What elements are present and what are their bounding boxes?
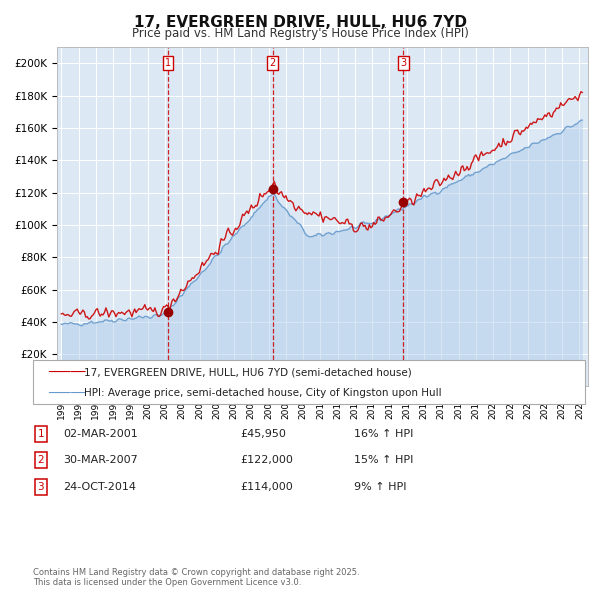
Text: 16% ↑ HPI: 16% ↑ HPI bbox=[354, 429, 413, 438]
Text: Contains HM Land Registry data © Crown copyright and database right 2025.
This d: Contains HM Land Registry data © Crown c… bbox=[33, 568, 359, 587]
Text: 1: 1 bbox=[37, 429, 44, 438]
Text: 24-OCT-2014: 24-OCT-2014 bbox=[63, 482, 136, 491]
Text: ─────: ───── bbox=[48, 366, 86, 379]
Text: HPI: Average price, semi-detached house, City of Kingston upon Hull: HPI: Average price, semi-detached house,… bbox=[84, 388, 442, 398]
Text: 02-MAR-2001: 02-MAR-2001 bbox=[63, 429, 138, 438]
Text: 17, EVERGREEN DRIVE, HULL, HU6 7YD: 17, EVERGREEN DRIVE, HULL, HU6 7YD bbox=[133, 15, 467, 30]
Text: 3: 3 bbox=[400, 58, 407, 68]
Text: 2: 2 bbox=[269, 58, 276, 68]
Text: £45,950: £45,950 bbox=[240, 429, 286, 438]
Text: 9% ↑ HPI: 9% ↑ HPI bbox=[354, 482, 407, 491]
Text: ─────: ───── bbox=[48, 386, 86, 399]
Text: 17, EVERGREEN DRIVE, HULL, HU6 7YD (semi-detached house): 17, EVERGREEN DRIVE, HULL, HU6 7YD (semi… bbox=[84, 368, 412, 377]
Text: 2: 2 bbox=[37, 455, 44, 465]
Text: 30-MAR-2007: 30-MAR-2007 bbox=[63, 455, 138, 465]
Text: £114,000: £114,000 bbox=[240, 482, 293, 491]
Text: 3: 3 bbox=[37, 482, 44, 491]
Text: 15% ↑ HPI: 15% ↑ HPI bbox=[354, 455, 413, 465]
Text: Price paid vs. HM Land Registry's House Price Index (HPI): Price paid vs. HM Land Registry's House … bbox=[131, 27, 469, 40]
Text: £122,000: £122,000 bbox=[240, 455, 293, 465]
Text: 1: 1 bbox=[165, 58, 171, 68]
